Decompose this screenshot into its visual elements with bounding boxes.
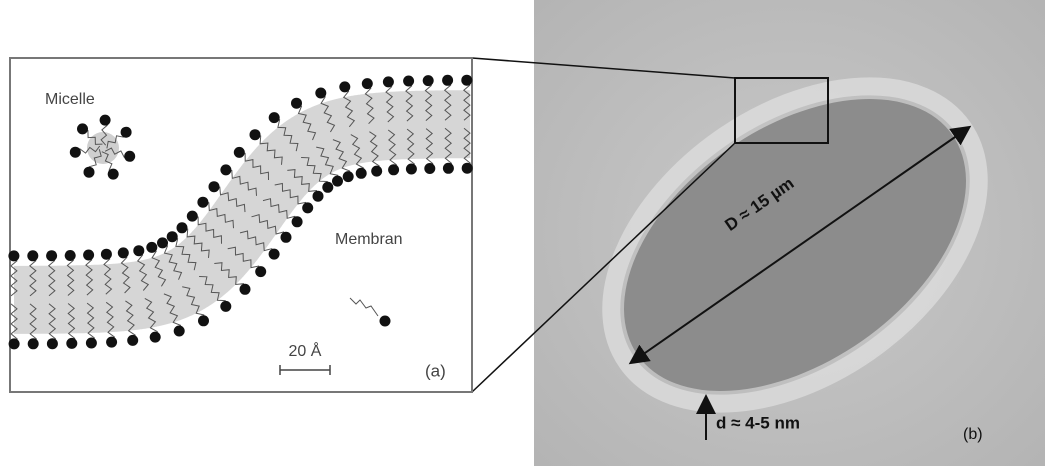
lipid-head <box>127 335 138 346</box>
lipid-head <box>220 164 231 175</box>
lipid-head <box>8 250 19 261</box>
lipid-head <box>133 245 144 256</box>
lipid-head <box>356 168 367 179</box>
lipid-head <box>209 181 220 192</box>
lipid-head <box>146 242 157 253</box>
lipid-head <box>322 182 333 193</box>
lipid-head <box>424 163 435 174</box>
lipid-head <box>47 338 58 349</box>
thickness-label: d ≈ 4-5 nm <box>716 413 800 432</box>
lipid-head <box>255 266 266 277</box>
lipid-head <box>108 169 119 180</box>
lipid-head <box>371 166 382 177</box>
lipid-head <box>292 216 303 227</box>
lipid-head <box>187 211 198 222</box>
lipid-head <box>302 202 313 213</box>
lipid-head <box>9 338 20 349</box>
lipid-head <box>150 332 161 343</box>
membrane-label: Membran <box>335 231 403 248</box>
lipid-head <box>343 171 354 182</box>
lipid-head <box>106 337 117 348</box>
panel-label: (b) <box>963 426 983 443</box>
lipid-head <box>250 129 261 140</box>
lipid-head <box>157 237 168 248</box>
lipid-head <box>100 115 111 126</box>
lipid-head <box>86 338 97 349</box>
lipid-head <box>423 75 434 86</box>
lipid-head <box>388 164 399 175</box>
lipid-head <box>83 250 94 261</box>
micelle-core <box>87 132 119 164</box>
lipid-head <box>66 338 77 349</box>
lipid-head <box>77 123 88 134</box>
lipid-head <box>70 147 81 158</box>
lipid-head <box>291 98 302 109</box>
lipid-head <box>313 191 324 202</box>
lipid-head <box>269 112 280 123</box>
lipid-head <box>101 249 112 260</box>
lipid-head <box>124 151 135 162</box>
lipid-head <box>332 176 343 187</box>
lipid-head <box>403 76 414 87</box>
lipid-head <box>65 250 76 261</box>
lipid-head <box>461 75 472 86</box>
lipid-head <box>177 222 188 233</box>
lipid-head <box>27 250 38 261</box>
panel-label: (a) <box>425 361 446 380</box>
micelle-label: Micelle <box>45 91 95 108</box>
lipid-head <box>339 81 350 92</box>
lipid-head <box>240 284 251 295</box>
scale-label: 20 Å <box>289 341 322 360</box>
lipid-head <box>84 167 95 178</box>
lipid-head <box>174 326 185 337</box>
lipid-head <box>28 338 39 349</box>
lipid-head <box>380 316 391 327</box>
lipid-head <box>167 231 178 242</box>
lipid-head <box>121 127 132 138</box>
lipid-head <box>46 250 57 261</box>
lipid-head <box>220 301 231 312</box>
lipid-head <box>406 164 417 175</box>
lipid-head <box>383 76 394 87</box>
lipid-head <box>197 197 208 208</box>
lipid-head <box>443 163 454 174</box>
lipid-head <box>234 147 245 158</box>
lipid-head <box>198 315 209 326</box>
lipid-head <box>442 75 453 86</box>
lipid-head <box>269 249 280 260</box>
lipid-head <box>118 247 129 258</box>
lipid-head <box>281 232 292 243</box>
lipid-head <box>362 78 373 89</box>
lipid-head <box>462 163 473 174</box>
figure: D ≈ 15 µm d ≈ 4-5 nm (b) Micelle Membran… <box>0 0 1045 466</box>
lipid-head <box>315 88 326 99</box>
